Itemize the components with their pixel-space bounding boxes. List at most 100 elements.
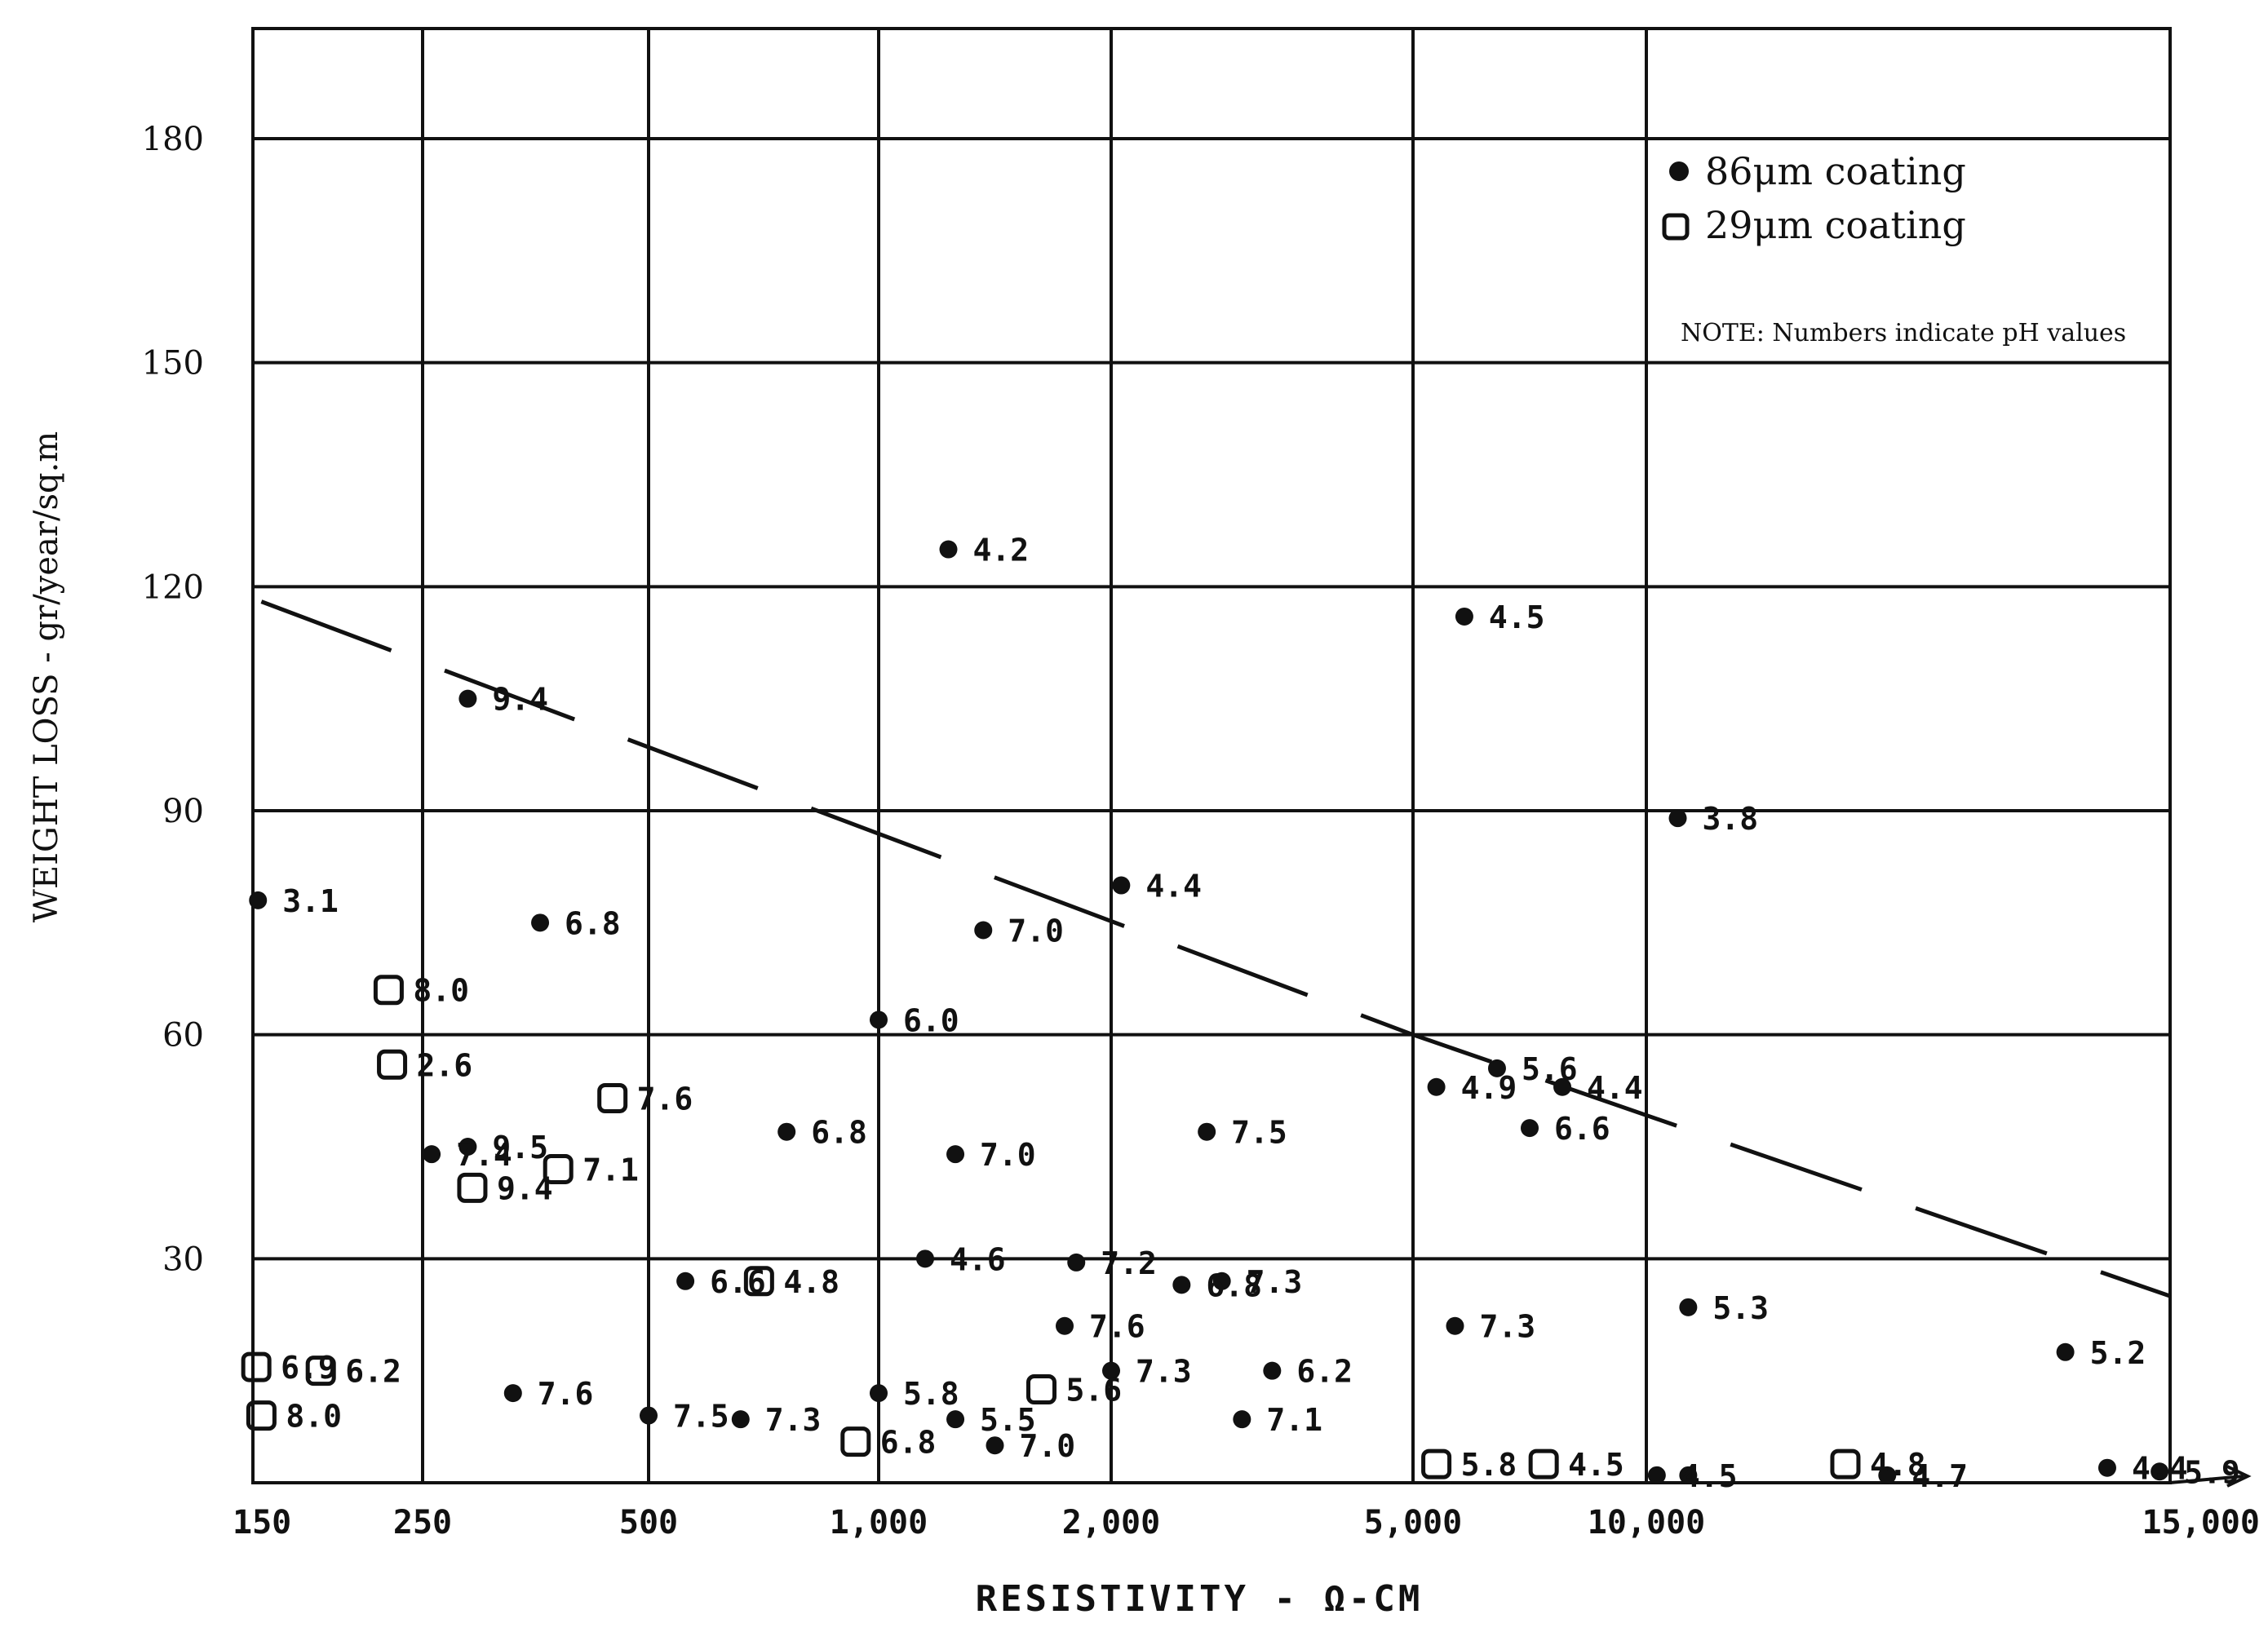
ph-label: 4.2 — [973, 533, 1030, 568]
point-86um — [1233, 1410, 1251, 1429]
ph-label: 9.5 — [492, 1130, 548, 1165]
point-86um — [531, 913, 550, 932]
x-tick-label: 500 — [619, 1504, 678, 1541]
point-86um — [1056, 1316, 1074, 1335]
ph-label: 6.8 — [1206, 1267, 1262, 1303]
y-axis-title: WEIGHT LOSS - gr/year/sq.m — [28, 431, 65, 922]
ph-label: 5.5 — [980, 1402, 1036, 1438]
ph-label: 5.6 — [1522, 1051, 1578, 1087]
plot-frame — [251, 27, 2172, 1484]
point-86um — [1112, 876, 1131, 895]
ph-label: 5.2 — [2090, 1335, 2146, 1371]
point-29um — [543, 1153, 574, 1184]
point-29um — [1026, 1374, 1056, 1405]
ph-label: 6.2 — [345, 1354, 401, 1390]
point-29um — [1528, 1448, 1559, 1479]
point-86um — [1446, 1316, 1464, 1335]
point-86um — [1553, 1077, 1572, 1096]
x-tick-label: 5,000 — [1364, 1504, 1462, 1541]
ph-label: 9.4 — [492, 682, 548, 718]
point-86um — [1102, 1361, 1120, 1380]
ph-label: 5.3 — [1712, 1290, 1769, 1326]
ph-label: 7.1 — [1266, 1402, 1322, 1438]
point-86um — [1198, 1122, 1216, 1141]
ph-label: 4.4 — [1587, 1070, 1643, 1106]
ph-label: 7.5 — [1231, 1115, 1287, 1151]
point-86um — [916, 1249, 934, 1268]
point-29um — [457, 1172, 488, 1203]
ph-label: 9.4 — [497, 1170, 553, 1206]
point-86um — [2056, 1342, 2075, 1361]
point-86um — [676, 1272, 695, 1290]
ph-label: 6.8 — [880, 1425, 937, 1461]
x-tick-label: 2,000 — [1062, 1504, 1160, 1541]
point-86um — [503, 1384, 522, 1403]
point-29um — [743, 1266, 774, 1297]
x-axis-arrow — [2169, 1475, 2244, 1484]
point-86um — [731, 1410, 750, 1429]
ph-label: 5.8 — [903, 1376, 959, 1412]
point-86um — [939, 540, 958, 559]
point-86um — [986, 1436, 1004, 1455]
point-86um — [640, 1406, 658, 1425]
ph-label: 4.5 — [1568, 1447, 1624, 1483]
point-86um — [777, 1122, 796, 1141]
ph-label: 6.2 — [1296, 1354, 1353, 1390]
ph-label: 7.0 — [980, 1137, 1036, 1173]
y-tick-label: 120 — [142, 568, 204, 606]
ph-label: 5.8 — [1461, 1447, 1517, 1483]
chart-grid — [251, 27, 2172, 1484]
point-86um — [1172, 1276, 1191, 1294]
trend-line-group — [260, 599, 2171, 1298]
point-29um — [840, 1426, 871, 1457]
ph-label: 7.3 — [1136, 1354, 1192, 1390]
legend-marker-86um — [1669, 161, 1689, 181]
ph-label: 6.0 — [903, 1002, 959, 1038]
point-86um — [1487, 1059, 1506, 1077]
ph-label: 7.0 — [1020, 1428, 1076, 1464]
ph-label: 7.4 — [456, 1137, 512, 1173]
point-86um — [974, 921, 993, 940]
y-tick-label: 90 — [162, 793, 204, 830]
ph-label: 3.1 — [282, 883, 339, 919]
point-86um — [2151, 1462, 2169, 1481]
ph-label: 4.4 — [1145, 869, 1202, 904]
legend-marker-29um — [1662, 213, 1690, 241]
ph-label: 7.2 — [1101, 1245, 1157, 1281]
ph-label: 7.6 — [1089, 1309, 1145, 1345]
x-tick-label: 250 — [393, 1504, 452, 1541]
point-86um — [249, 891, 268, 909]
point-86um — [946, 1410, 965, 1429]
point-86um — [458, 689, 477, 708]
ph-label: 3.8 — [1703, 801, 1759, 837]
y-tick-label: 30 — [162, 1241, 204, 1278]
point-86um — [946, 1145, 965, 1164]
point-86um — [1878, 1466, 1897, 1484]
ph-label: 4.8 — [1870, 1447, 1926, 1483]
point-86um — [1212, 1272, 1231, 1290]
ph-label: 6.8 — [811, 1115, 867, 1151]
y-tick-label: 180 — [142, 121, 204, 158]
point-86um — [1455, 607, 1473, 626]
point-86um — [1067, 1253, 1086, 1272]
ph-label: 6.6 — [710, 1264, 766, 1300]
point-29um — [597, 1082, 628, 1113]
ph-label: 4.9 — [1461, 1070, 1517, 1106]
ph-label: 8.0 — [413, 973, 469, 1009]
point-29um — [377, 1049, 408, 1080]
point-86um — [2097, 1458, 2116, 1477]
point-86um — [1668, 809, 1687, 828]
point-29um — [1830, 1448, 1861, 1479]
point-86um — [1679, 1466, 1698, 1484]
ph-label: 4.8 — [783, 1264, 839, 1300]
note-text: NOTE: Numbers indicate pH values — [1681, 319, 2126, 347]
point-29um — [246, 1400, 277, 1431]
legend: 86μm coating 29μm coating NOTE: Numbers … — [1662, 149, 2126, 347]
point-86um — [1647, 1466, 1666, 1484]
point-86um — [1521, 1119, 1539, 1138]
ph-labels: 3.17.49.49.56.87.67.56.67.36.86.05.84.64… — [281, 533, 2240, 1494]
point-29um — [305, 1356, 336, 1387]
point-29um — [1421, 1448, 1452, 1479]
ph-label: 7.0 — [1008, 913, 1064, 949]
ph-label: 7.3 — [1479, 1309, 1535, 1345]
